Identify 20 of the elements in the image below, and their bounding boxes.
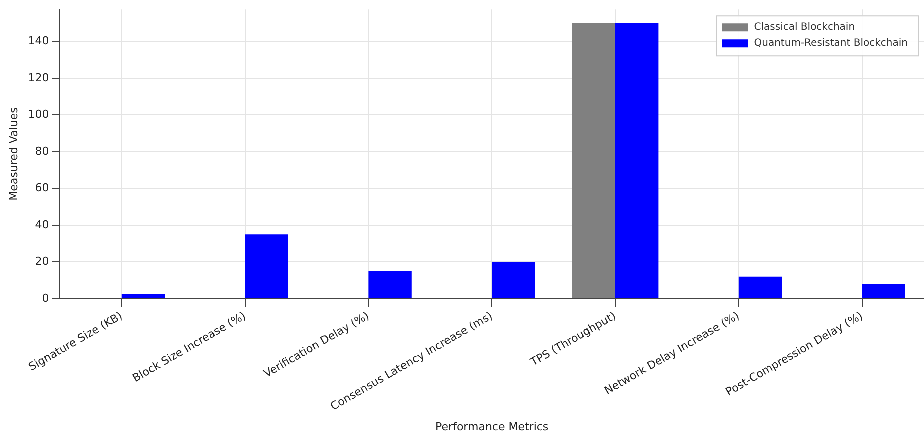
y-axis-title: Measured Values <box>7 107 20 201</box>
legend-label: Quantum-Resistant Blockchain <box>754 38 908 50</box>
legend-label: Classical Blockchain <box>754 22 856 34</box>
y-tick-label: 60 <box>35 182 50 195</box>
bar <box>738 276 782 298</box>
bar <box>368 271 412 298</box>
y-tick-label: 0 <box>42 292 50 305</box>
y-tick-label: 80 <box>35 144 50 158</box>
bar <box>862 284 906 298</box>
bar <box>572 23 616 298</box>
bar <box>616 23 659 298</box>
bar <box>122 294 166 298</box>
x-axis-title: Performance Metrics <box>436 420 549 434</box>
y-tick-label: 140 <box>28 34 50 48</box>
bar <box>245 234 288 298</box>
bar <box>492 262 536 298</box>
y-tick-label: 40 <box>35 218 50 232</box>
y-tick-label: 120 <box>28 71 50 84</box>
y-tick-label: 20 <box>35 255 50 268</box>
y-tick-label: 100 <box>28 108 50 122</box>
